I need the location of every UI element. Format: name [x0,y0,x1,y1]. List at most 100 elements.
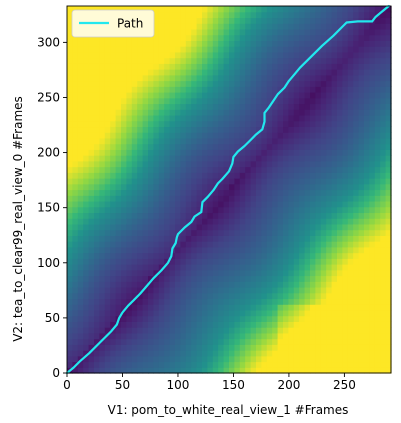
heatmap-cell [234,264,241,271]
heatmap-cell [315,275,322,282]
heatmap-cell [67,258,73,265]
heatmap-cell [331,17,338,24]
heatmap-cell [104,172,111,179]
heatmap-cell [196,252,203,259]
heatmap-cell [88,137,95,145]
heatmap-cell [185,189,192,196]
heatmap-cell [385,160,392,168]
heatmap-cell [185,80,192,87]
heatmap-cell [121,34,127,41]
heatmap-cell [369,126,376,133]
heatmap-cell [272,275,279,282]
heatmap-cell [148,34,154,41]
heatmap-cell [67,332,73,340]
heatmap-cell [342,229,349,236]
heatmap-cell [196,246,203,254]
heatmap-cell [331,137,338,145]
heatmap-cell [72,264,79,271]
heatmap-cell [229,69,235,76]
heatmap-cell [175,23,181,30]
heatmap-cell [310,367,316,374]
heatmap-cell [158,40,165,47]
heatmap-cell [347,292,354,300]
heatmap-cell [272,195,279,202]
heatmap-cell [88,46,95,53]
heatmap-cell [223,57,230,64]
heatmap-cell [148,69,154,76]
heatmap-cell [283,315,289,322]
heatmap-cell [385,264,392,271]
heatmap-cell [207,361,214,368]
heatmap-cell [245,132,252,139]
heatmap-cell [121,57,127,64]
heatmap-cell [191,332,198,340]
heatmap-cell [266,258,273,265]
heatmap-cell [99,120,106,128]
heatmap-cell [131,281,138,288]
heatmap-cell [342,172,349,179]
heatmap-cell [347,109,354,116]
heatmap-cell [115,350,122,357]
heatmap-cell [104,327,111,334]
heatmap-cell [266,114,273,122]
heatmap-cell [207,304,214,311]
heatmap-cell [142,132,149,139]
heatmap-cell [137,298,144,305]
heatmap-cell [315,309,322,317]
heatmap-cell [369,258,376,265]
heatmap-cell [131,34,138,41]
heatmap-cell [72,258,79,265]
heatmap-cell [277,143,284,150]
heatmap-cell [353,200,360,208]
heatmap-cell [369,332,376,340]
heatmap-cell [315,11,322,19]
heatmap-cell [304,286,311,294]
heatmap-cell [126,155,133,162]
heatmap-cell [385,28,392,36]
heatmap-cell [261,309,268,317]
heatmap-cell [374,189,381,196]
heatmap-cell [369,327,376,334]
heatmap-cell [315,229,322,236]
heatmap-cell [131,367,138,374]
heatmap-cell [337,315,343,322]
heatmap-cell [245,264,252,271]
heatmap-cell [358,69,365,76]
path-line [65,4,390,375]
heatmap-cell [212,367,219,374]
heatmap-cell [250,17,257,24]
heatmap-cell [142,74,149,82]
heatmap-cell [67,166,73,173]
heatmap-cell [94,40,100,47]
heatmap-cell [142,160,149,168]
heatmap-cell [245,332,252,340]
heatmap-cell [342,34,349,41]
heatmap-cell [364,160,370,168]
heatmap-cell [180,241,187,248]
heatmap-cell [169,315,176,322]
heatmap-cell [137,195,144,202]
heatmap-cell [99,172,106,179]
heatmap-cell [347,275,354,282]
heatmap-cell [88,86,95,93]
heatmap-cell [369,86,376,93]
heatmap-cell [212,103,219,110]
heatmap-cell [272,57,279,64]
heatmap-cell [315,57,322,64]
heatmap-cell [342,321,349,328]
heatmap-cell [115,269,122,277]
heatmap-cell [94,46,100,53]
heatmap-cell [342,212,349,219]
heatmap-cell [272,252,279,259]
heatmap-cell [304,23,311,30]
heatmap-cell [299,258,306,265]
heatmap-cell [137,275,144,282]
heatmap-cell [137,223,144,231]
heatmap-cell [164,206,171,214]
heatmap-cell [121,258,127,265]
heatmap-cell [83,275,90,282]
heatmap-cell [153,338,160,345]
heatmap-cell [385,223,392,231]
heatmap-cell [304,189,311,196]
heatmap-cell [137,63,144,70]
